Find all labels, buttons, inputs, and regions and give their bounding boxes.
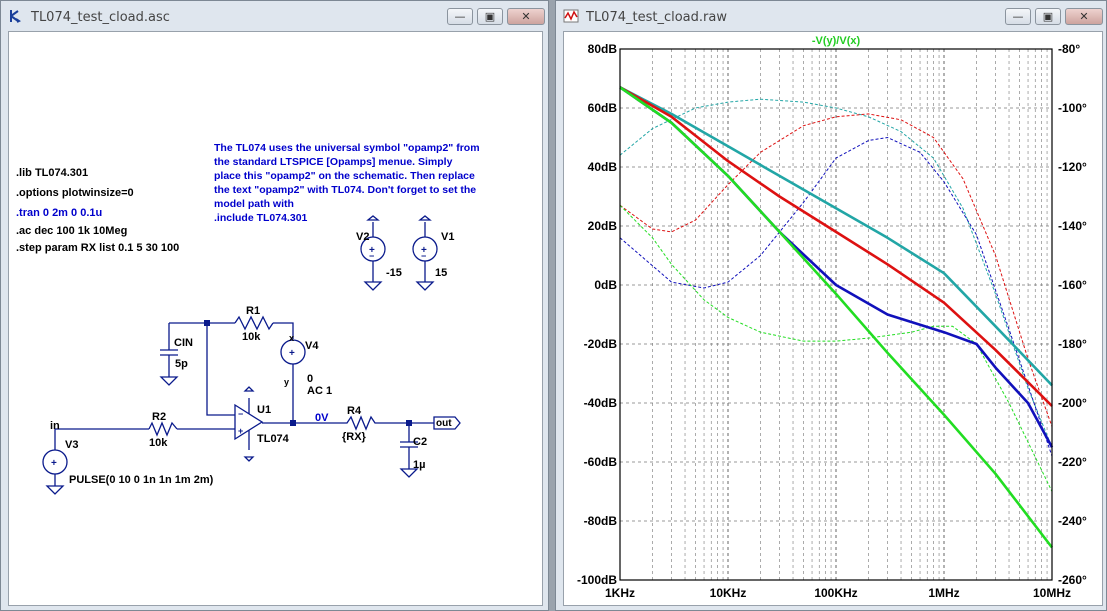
bode-plot[interactable]: 80dB 60dB 40dB 20dB 0dB -20dB -40dB -60dB -80dB -… bbox=[564, 32, 1102, 605]
y-left-tick-label: -40dB bbox=[584, 396, 618, 410]
magnitude-traces bbox=[619, 86, 1054, 549]
x-tick-label: 100KHz bbox=[814, 586, 857, 600]
x-tick-label: 1MHz bbox=[928, 586, 959, 600]
svg-text:−: − bbox=[421, 251, 426, 261]
y-left-tick-label: 80dB bbox=[588, 42, 618, 56]
v4-value-ac[interactable]: AC 1 bbox=[307, 385, 333, 397]
x-tick-label: 10MHz bbox=[1033, 586, 1071, 600]
directive-step[interactable]: .step param RX list 0.1 5 30 100 bbox=[16, 242, 180, 254]
y-right-tick-label: -220° bbox=[1058, 455, 1087, 469]
x-tick-label: 1KHz bbox=[605, 586, 635, 600]
magnitude-trace-4[interactable] bbox=[619, 86, 1054, 549]
phase-trace-4[interactable] bbox=[619, 204, 1053, 492]
v4-plus-node: x bbox=[289, 333, 295, 343]
plot-window-title: TL074_test_cload.raw bbox=[586, 10, 727, 25]
schematic-wiring: +− +− + + − + bbox=[42, 215, 461, 495]
net-label-in[interactable]: in bbox=[50, 420, 60, 432]
y-left-tick-label: -100dB bbox=[577, 573, 617, 587]
v4-name[interactable]: V4 bbox=[305, 340, 319, 352]
directive-tran[interactable]: .tran 0 2m 0 0.1u bbox=[16, 207, 103, 219]
v2-name[interactable]: V2 bbox=[356, 231, 370, 243]
y-right-tick-label: -100° bbox=[1058, 101, 1087, 115]
directive-options[interactable]: .options plotwinsize=0 bbox=[16, 187, 134, 199]
plot-titlebar[interactable]: TL074_test_cload.raw — ▣ ✕ bbox=[556, 1, 1106, 33]
svg-text:+: + bbox=[238, 426, 243, 436]
net-label-out[interactable]: out bbox=[436, 418, 452, 429]
v1-name[interactable]: V1 bbox=[441, 231, 455, 243]
close-button[interactable]: ✕ bbox=[507, 8, 545, 25]
u1-name[interactable]: U1 bbox=[257, 404, 272, 416]
u1-value[interactable]: TL074 bbox=[257, 433, 289, 445]
svg-text:+: + bbox=[289, 348, 295, 359]
v3-name[interactable]: V3 bbox=[65, 439, 79, 451]
plot-pane[interactable]: 80dB 60dB 40dB 20dB 0dB -20dB -40dB -60dB -80dB -… bbox=[563, 31, 1103, 606]
waveform-app-icon bbox=[563, 9, 579, 23]
v4-value-dc[interactable]: 0 bbox=[307, 373, 314, 385]
r4-name[interactable]: R4 bbox=[347, 405, 362, 417]
schematic-canvas[interactable]: + − + − + + − + .lib TL074.301 .options pl… bbox=[8, 31, 543, 606]
plot-window[interactable]: TL074_test_cload.raw — ▣ ✕ 80dB 60dB 40dB 2… bbox=[555, 0, 1107, 611]
r2-name[interactable]: R2 bbox=[152, 411, 167, 423]
svg-text:+: + bbox=[421, 245, 427, 256]
directive-ac[interactable]: .ac dec 100 1k 10Meg bbox=[16, 225, 128, 237]
restore-button[interactable]: ▣ bbox=[477, 8, 503, 25]
y-right-tick-label: -200° bbox=[1058, 396, 1087, 410]
svg-text:+: + bbox=[51, 458, 57, 469]
v3-value[interactable]: PULSE(0 10 0 1n 1n 1m 2m) bbox=[69, 474, 214, 486]
magnitude-trace-1[interactable] bbox=[619, 86, 1053, 387]
y-left-tick-label: 60dB bbox=[588, 101, 618, 115]
schematic-window-title: TL074_test_cload.asc bbox=[31, 10, 170, 25]
y-left-tick-label: 20dB bbox=[588, 219, 618, 233]
plot-frame bbox=[619, 48, 1053, 581]
close-button[interactable]: ✕ bbox=[1065, 8, 1103, 25]
y-left-tick-label: 0dB bbox=[594, 278, 617, 292]
minimize-button[interactable]: — bbox=[447, 8, 473, 25]
x-tick-label: 10KHz bbox=[710, 586, 747, 600]
phase-trace-1[interactable] bbox=[619, 98, 1053, 448]
trace-expression-label[interactable]: -V(y)/V(x) bbox=[812, 35, 861, 47]
y-left-tick-label: -80dB bbox=[584, 514, 618, 528]
y-right-tick-label: -260° bbox=[1058, 573, 1087, 587]
phase-traces bbox=[619, 98, 1053, 492]
r4-value[interactable]: {RX} bbox=[342, 431, 366, 443]
y-left-tick-label: 40dB bbox=[588, 160, 618, 174]
r1-name[interactable]: R1 bbox=[246, 305, 261, 317]
schematic-window[interactable]: TL074_test_cload.asc — ▣ ✕ bbox=[0, 0, 549, 611]
svg-text:+: + bbox=[369, 245, 375, 256]
schematic-app-icon bbox=[10, 10, 21, 23]
y-right-tick-label: -120° bbox=[1058, 160, 1087, 174]
directive-lib[interactable]: .lib TL074.301 bbox=[16, 167, 89, 179]
y-right-tick-label: -80° bbox=[1058, 42, 1080, 56]
minimize-button[interactable]: — bbox=[1005, 8, 1031, 25]
restore-button[interactable]: ▣ bbox=[1035, 8, 1061, 25]
y-right-tick-label: -240° bbox=[1058, 514, 1087, 528]
cin-value[interactable]: 5p bbox=[175, 358, 188, 370]
schematic-comment[interactable]: The TL074 uses the universal symbol "opa… bbox=[214, 142, 480, 224]
phase-trace-3[interactable] bbox=[619, 136, 1053, 457]
magnitude-trace-2[interactable] bbox=[619, 86, 1053, 407]
y-left-tick-label: -20dB bbox=[584, 337, 618, 351]
plot-grid bbox=[620, 49, 1052, 580]
v2-value[interactable]: -15 bbox=[386, 267, 402, 279]
r2-value[interactable]: 10k bbox=[149, 437, 168, 449]
svg-text:−: − bbox=[238, 409, 243, 419]
schematic-titlebar[interactable]: TL074_test_cload.asc — ▣ ✕ bbox=[1, 1, 548, 33]
y-right-tick-label: -140° bbox=[1058, 219, 1087, 233]
y-right-tick-label: -180° bbox=[1058, 337, 1087, 351]
svg-text:−: − bbox=[369, 251, 374, 261]
y-right-tick-label: -160° bbox=[1058, 278, 1087, 292]
c2-value[interactable]: 1µ bbox=[413, 459, 426, 471]
c2-name[interactable]: C2 bbox=[413, 436, 428, 448]
v4-minus-node: y bbox=[284, 377, 290, 387]
cin-name[interactable]: CIN bbox=[174, 337, 193, 349]
v1-value[interactable]: 15 bbox=[435, 267, 448, 279]
node-voltage-0v: 0V bbox=[315, 412, 329, 424]
y-left-tick-label: -60dB bbox=[584, 455, 618, 469]
r1-value[interactable]: 10k bbox=[242, 331, 261, 343]
